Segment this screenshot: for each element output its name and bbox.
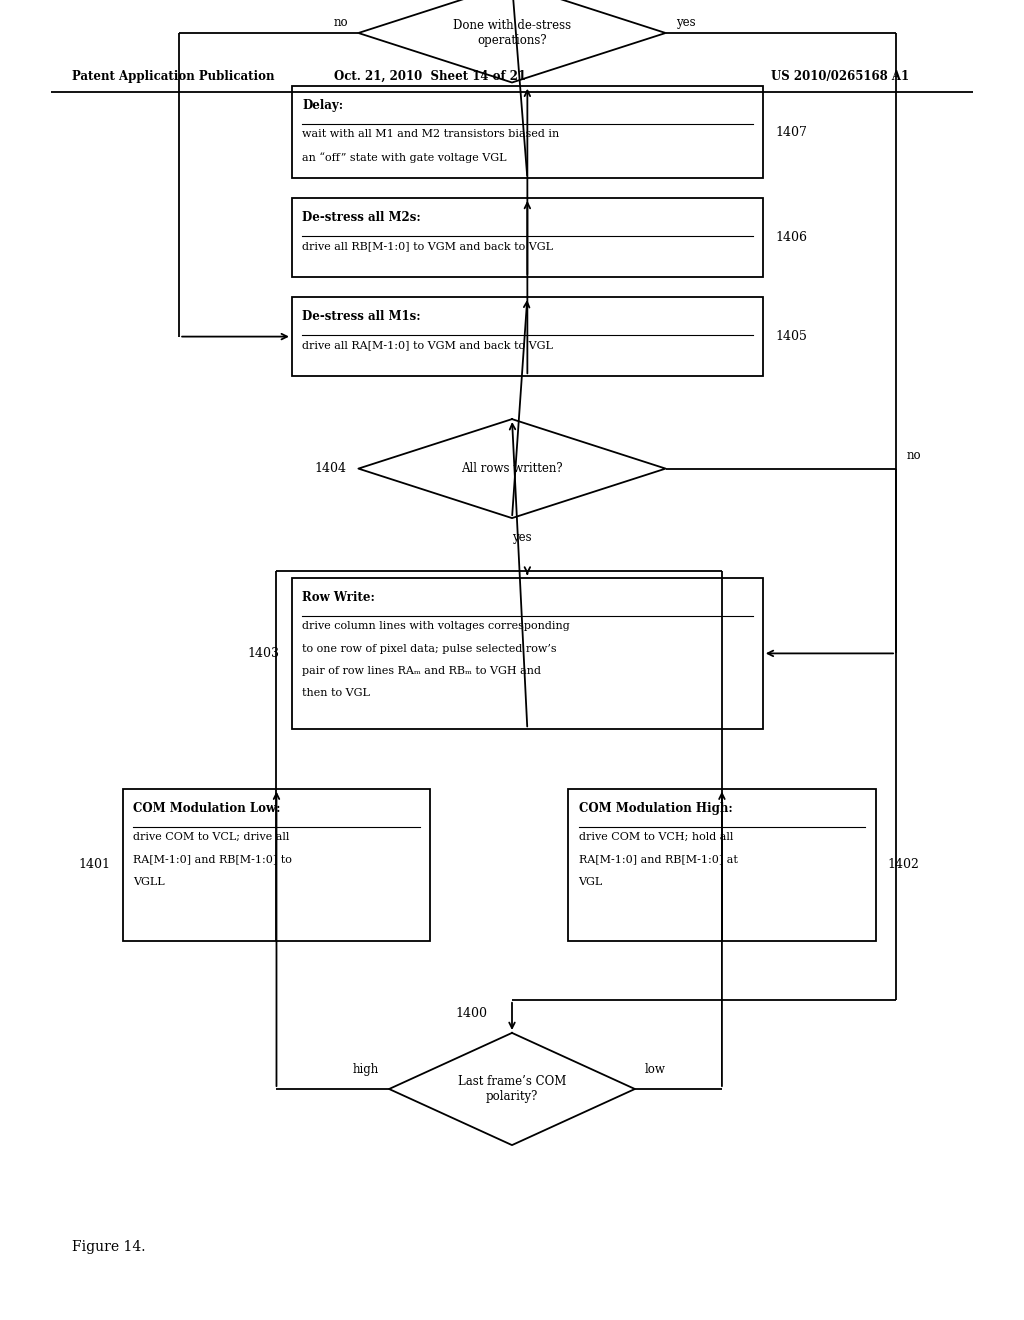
Text: VGL: VGL (579, 878, 603, 887)
Text: 1402: 1402 (888, 858, 920, 871)
Text: Oct. 21, 2010  Sheet 14 of 21: Oct. 21, 2010 Sheet 14 of 21 (334, 70, 526, 83)
Text: yes: yes (512, 531, 532, 544)
Text: drive column lines with voltages corresponding: drive column lines with voltages corresp… (302, 622, 569, 631)
Polygon shape (358, 420, 666, 517)
Text: US 2010/0265168 A1: US 2010/0265168 A1 (771, 70, 908, 83)
Text: De-stress all M1s:: De-stress all M1s: (302, 310, 421, 323)
Text: 1405: 1405 (775, 330, 807, 343)
Text: 1404: 1404 (314, 462, 346, 475)
Text: De-stress all M2s:: De-stress all M2s: (302, 211, 421, 224)
Text: yes: yes (676, 16, 695, 29)
Text: Patent Application Publication: Patent Application Publication (72, 70, 274, 83)
Text: Delay:: Delay: (302, 99, 343, 112)
Text: high: high (352, 1063, 379, 1076)
Text: VGLL: VGLL (133, 878, 165, 887)
Text: low: low (645, 1063, 666, 1076)
Text: pair of row lines RAₘ and RBₘ to VGH and: pair of row lines RAₘ and RBₘ to VGH and (302, 667, 541, 676)
Bar (292, 297, 763, 376)
Text: 1401: 1401 (79, 858, 111, 871)
Text: Figure 14.: Figure 14. (72, 1241, 145, 1254)
Text: no: no (334, 16, 348, 29)
Bar (123, 789, 430, 940)
Text: 1400: 1400 (455, 1007, 487, 1019)
Text: drive all RA[M-1:0] to VGM and back to VGL: drive all RA[M-1:0] to VGM and back to V… (302, 341, 553, 351)
Bar (292, 198, 763, 277)
Polygon shape (389, 1032, 635, 1146)
Text: drive all RB[M-1:0] to VGM and back to VGL: drive all RB[M-1:0] to VGM and back to V… (302, 242, 553, 252)
Text: to one row of pixel data; pulse selected row’s: to one row of pixel data; pulse selected… (302, 644, 557, 653)
Text: 1403: 1403 (248, 647, 280, 660)
Text: COM Modulation Low:: COM Modulation Low: (133, 803, 281, 814)
Text: wait with all M1 and M2 transistors biased in: wait with all M1 and M2 transistors bias… (302, 129, 559, 140)
Text: an “off” state with gate voltage VGL: an “off” state with gate voltage VGL (302, 152, 507, 162)
Bar (292, 86, 763, 178)
Text: COM Modulation High:: COM Modulation High: (579, 803, 732, 814)
Text: 1408: 1408 (496, 103, 528, 115)
Text: RA[M-1:0] and RB[M-1:0] at: RA[M-1:0] and RB[M-1:0] at (579, 855, 737, 865)
Text: Row Write:: Row Write: (302, 591, 375, 603)
Text: drive COM to VCL; drive all: drive COM to VCL; drive all (133, 833, 290, 842)
Text: no: no (906, 449, 921, 462)
Text: drive COM to VCH; hold all: drive COM to VCH; hold all (579, 833, 733, 842)
Text: Last frame’s COM
polarity?: Last frame’s COM polarity? (458, 1074, 566, 1104)
Bar (568, 789, 876, 940)
Text: Done with de-stress
operations?: Done with de-stress operations? (453, 18, 571, 48)
Text: 1407: 1407 (775, 125, 807, 139)
Text: then to VGL: then to VGL (302, 689, 370, 698)
Text: 1406: 1406 (775, 231, 807, 244)
Polygon shape (358, 0, 666, 82)
Bar (292, 578, 763, 729)
Text: RA[M-1:0] and RB[M-1:0] to: RA[M-1:0] and RB[M-1:0] to (133, 855, 292, 865)
Text: All rows written?: All rows written? (461, 462, 563, 475)
